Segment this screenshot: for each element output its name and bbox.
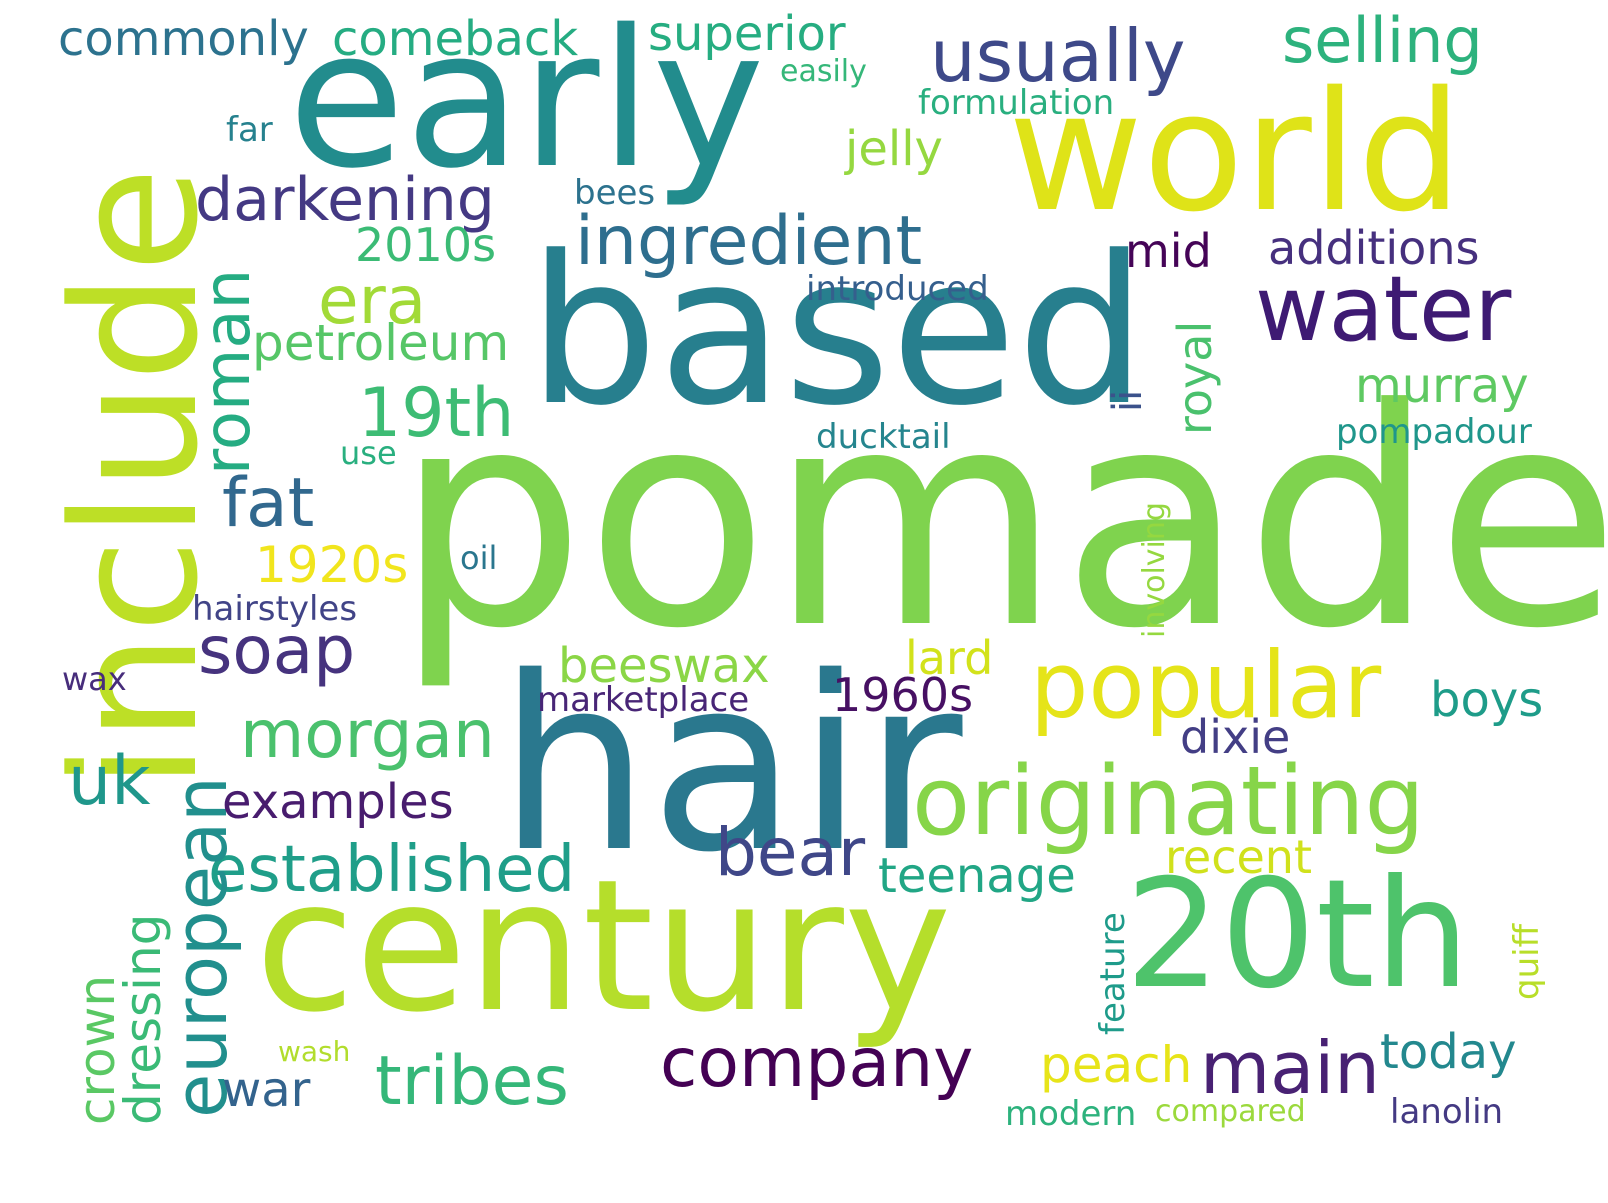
word-formulation: formulation (918, 83, 1115, 123)
word-comeback: comeback (332, 11, 579, 67)
word-company: company (660, 1024, 974, 1103)
word-pompadour: pompadour (1336, 412, 1532, 452)
word-uk: uk (68, 742, 151, 821)
word-feature: feature (1093, 912, 1133, 1035)
word-jelly: jelly (845, 121, 943, 177)
word-teenage: teenage (878, 848, 1076, 904)
word-additions: additions (1268, 221, 1480, 275)
word-peach: peach (1040, 1036, 1193, 1094)
word-wash: wash (278, 1035, 351, 1068)
word-ii: ii (1105, 389, 1151, 412)
word-compared: compared (1155, 1094, 1306, 1129)
word-introduced: introduced (806, 269, 989, 309)
word-boys: boys (1430, 672, 1544, 728)
word-marketplace: marketplace (537, 680, 750, 720)
word-selling: selling (1282, 4, 1483, 77)
word-19th: 19th (358, 374, 515, 453)
word-easily: easily (780, 54, 867, 89)
word-water: water (1255, 257, 1512, 362)
word-popular: popular (1030, 632, 1382, 739)
word-bear: bear (715, 814, 866, 891)
word-bees: bees (574, 173, 656, 213)
word-murray: murray (1355, 358, 1529, 414)
word-tribes: tribes (375, 1042, 569, 1121)
word-hair: hair (498, 625, 963, 905)
word-involving: involving (1137, 502, 1172, 638)
word-commonly: commonly (58, 11, 309, 67)
word-war: war (222, 1062, 311, 1118)
word-1960s: 1960s (832, 668, 974, 722)
word-superior: superior (648, 6, 846, 62)
word-roman: roman (191, 268, 265, 475)
word-lanolin: lanolin (1390, 1092, 1504, 1132)
word-beeswax: beeswax (558, 638, 770, 694)
word-lard: lard (905, 631, 994, 685)
word-today: today (1380, 1024, 1517, 1080)
word-morgan: morgan (240, 696, 495, 773)
word-crown: crown (68, 974, 126, 1125)
word-world: world (1008, 56, 1463, 248)
word-mid: mid (1125, 224, 1212, 278)
word-pomade: pomade (395, 345, 1608, 694)
word-1920s: 1920s (255, 536, 409, 594)
word-oil: oil (460, 539, 498, 577)
word-dixie: dixie (1180, 710, 1291, 764)
word-originating: originating (912, 747, 1425, 857)
word-quiff: quiff (1507, 923, 1547, 1000)
word-hairstyles: hairstyles (192, 589, 358, 629)
word-use: use (340, 434, 397, 472)
word-early: early (288, 0, 765, 210)
word-far: far (226, 110, 273, 150)
word-century: century (255, 840, 952, 1052)
word-darkening: darkening (195, 165, 495, 235)
word-main: main (1200, 1026, 1380, 1110)
word-era: era (318, 262, 427, 339)
word-wax: wax (62, 660, 127, 698)
word-20th: 20th (1125, 848, 1470, 1022)
word-ingredient: ingredient (575, 202, 923, 281)
word-petroleum: petroleum (252, 314, 510, 372)
word-usually: usually (930, 14, 1186, 98)
word-recent: recent (1165, 830, 1312, 884)
word-established: established (208, 833, 576, 907)
word-2010s: 2010s (355, 218, 497, 272)
word-based: based (528, 213, 1147, 451)
word-soap: soap (198, 612, 356, 689)
word-modern: modern (1005, 1094, 1137, 1134)
word-fat: fat (222, 464, 315, 543)
word-examples: examples (222, 774, 454, 830)
word-ducktail: ducktail (816, 417, 951, 457)
word-royal: royal (1168, 320, 1222, 435)
